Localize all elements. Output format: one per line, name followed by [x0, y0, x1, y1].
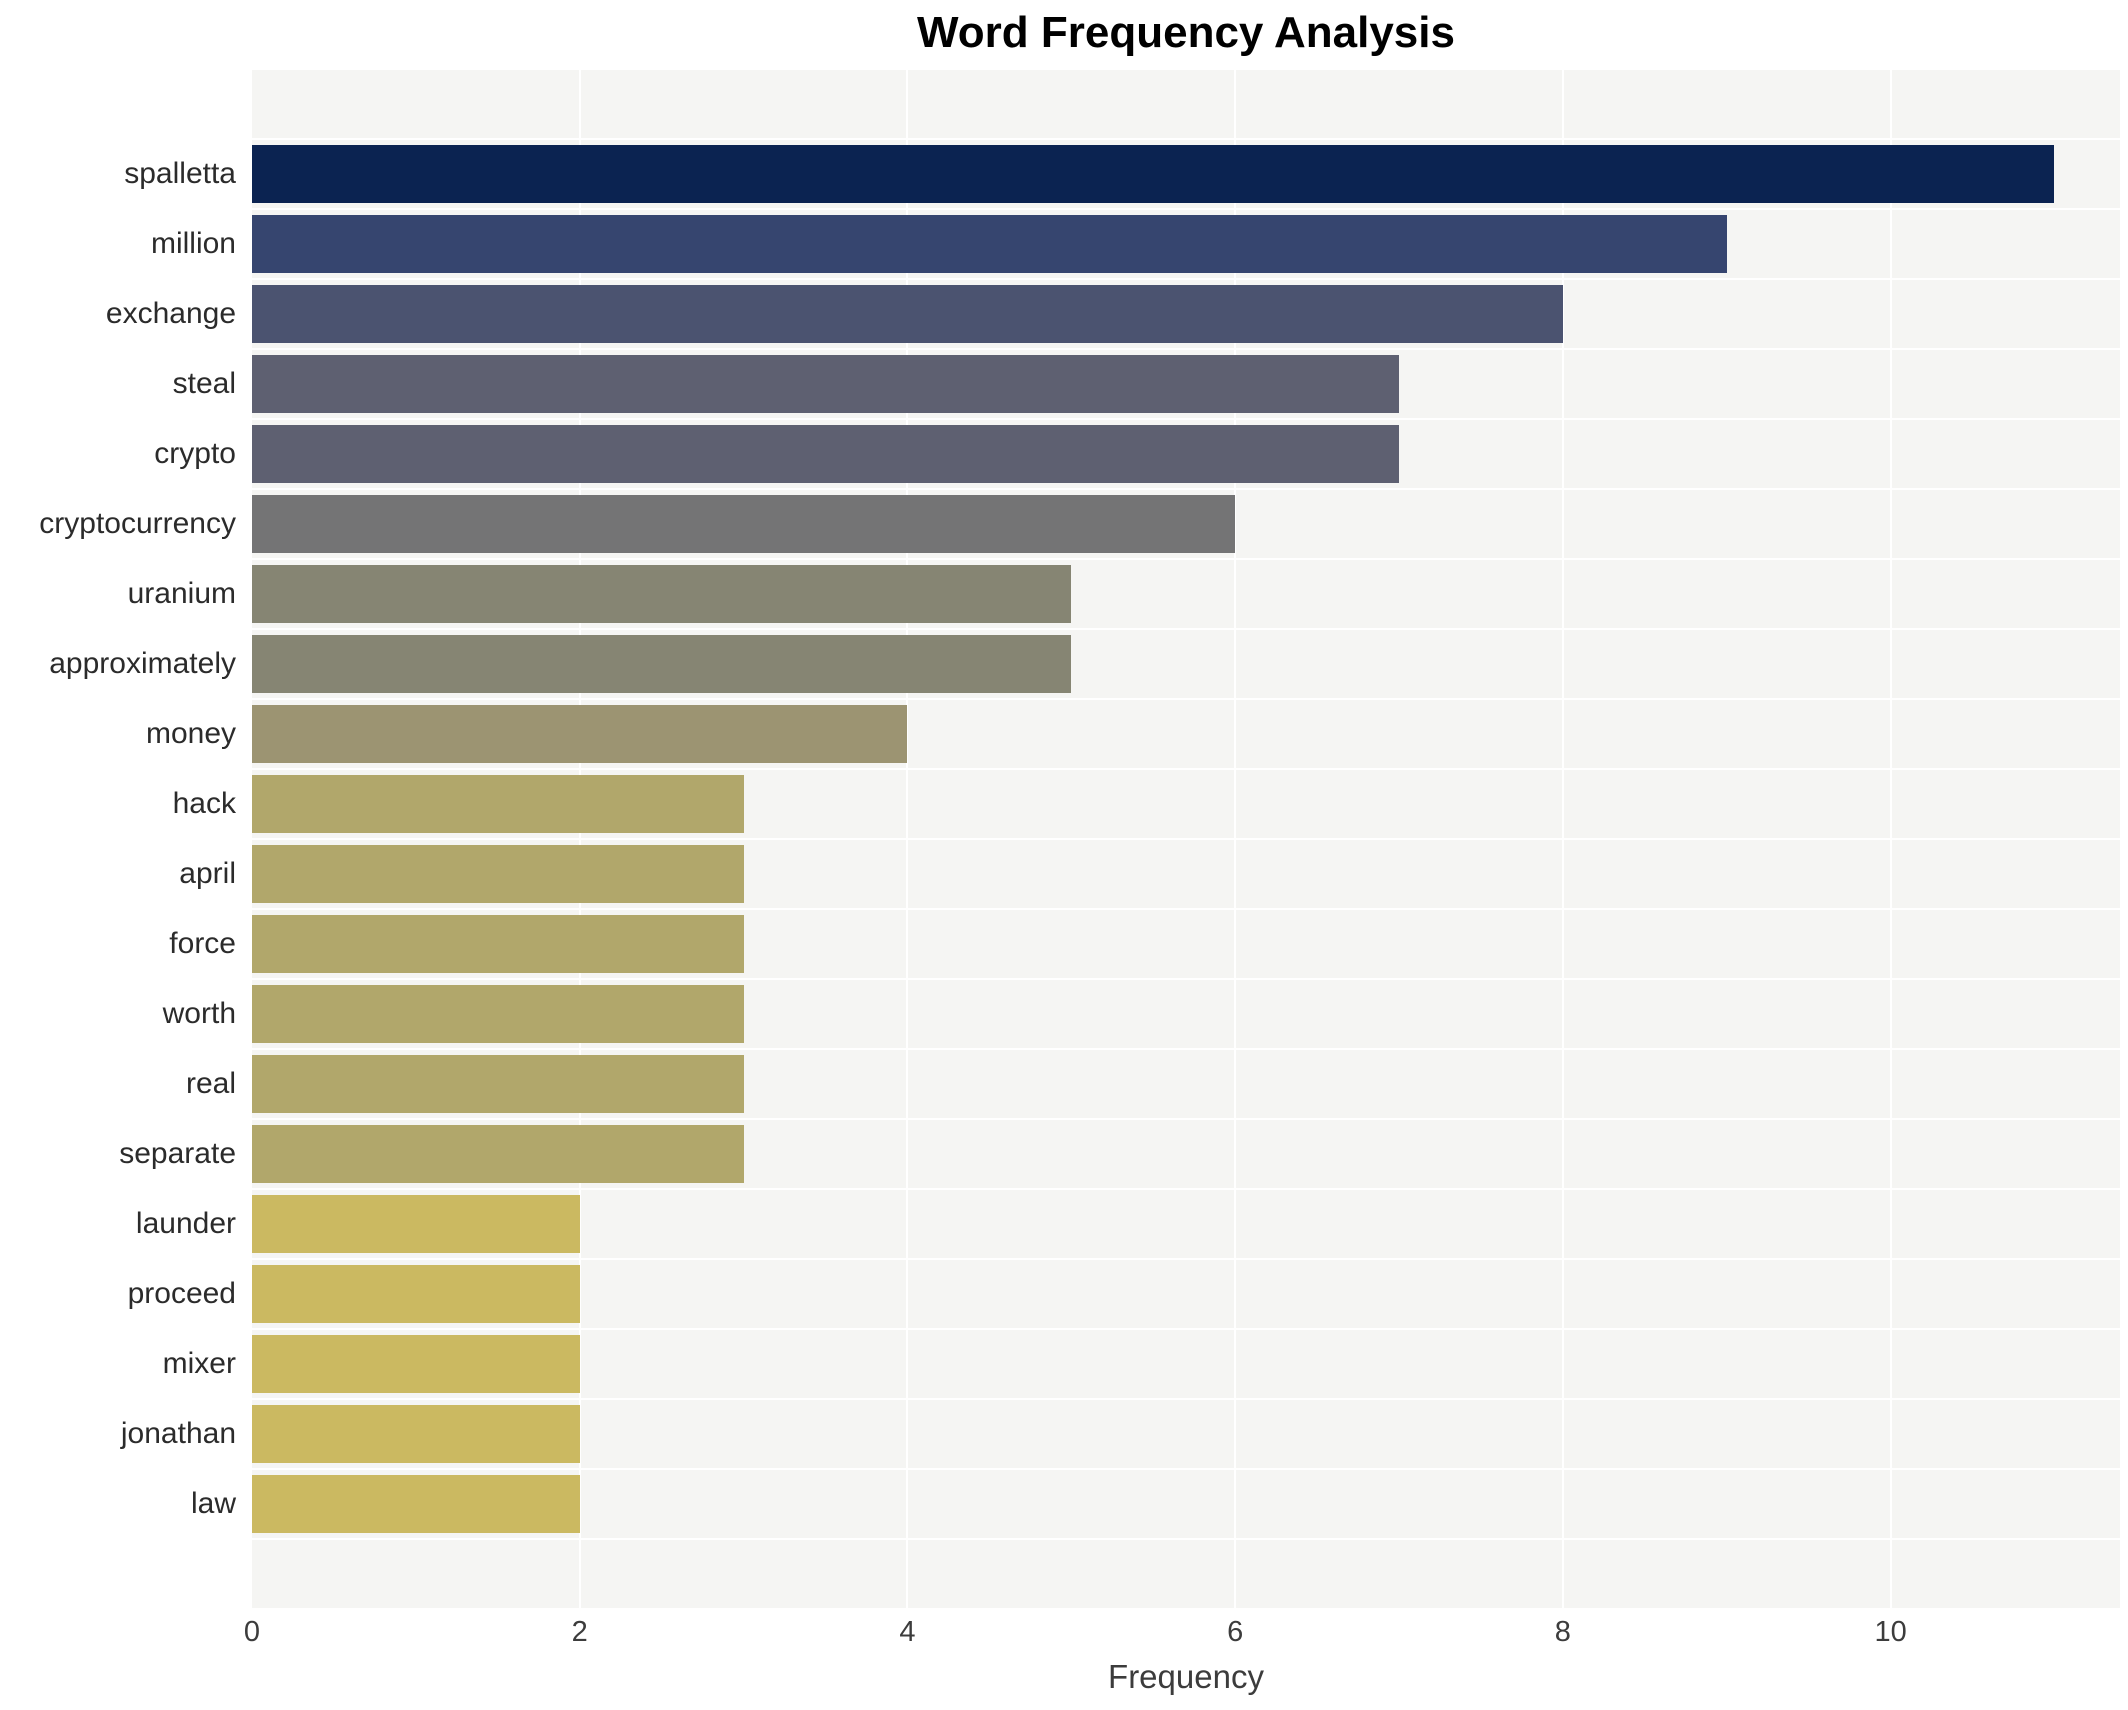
- x-axis-title: Frequency: [1108, 1658, 1264, 1695]
- y-gridline: [252, 1258, 2120, 1260]
- category-label: separate: [119, 1137, 236, 1170]
- y-gridline: [252, 418, 2120, 420]
- y-gridline: [252, 138, 2120, 140]
- category-label: real: [185, 1067, 236, 1100]
- category-label: mixer: [162, 1347, 236, 1380]
- bar-exchange: [252, 285, 1563, 343]
- category-label: spalletta: [124, 157, 236, 190]
- y-gridline: [252, 208, 2120, 210]
- x-tick-label: 8: [1554, 1616, 1571, 1648]
- category-label: proceed: [127, 1277, 236, 1310]
- bar-million: [252, 215, 1727, 273]
- y-gridline: [252, 1468, 2120, 1470]
- y-gridline: [252, 628, 2120, 630]
- bar-worth: [252, 985, 744, 1043]
- bar-jonathan: [252, 1405, 580, 1463]
- bar-uranium: [252, 565, 1072, 623]
- category-label: cryptocurrency: [39, 507, 236, 540]
- y-gridline: [252, 1188, 2120, 1190]
- y-gridline: [252, 768, 2120, 770]
- x-tick-label: 4: [899, 1616, 916, 1648]
- y-gridline: [252, 908, 2120, 910]
- y-gridline: [252, 1328, 2120, 1330]
- y-gridline: [252, 488, 2120, 490]
- y-gridline: [252, 348, 2120, 350]
- category-label: april: [179, 857, 236, 890]
- category-label: worth: [162, 997, 236, 1030]
- category-label: hack: [172, 787, 236, 820]
- bar-approximately: [252, 635, 1072, 693]
- category-label: launder: [135, 1207, 236, 1240]
- bar-proceed: [252, 1265, 580, 1323]
- category-label: force: [169, 927, 236, 960]
- category-label: steal: [172, 367, 236, 400]
- bar-launder: [252, 1195, 580, 1253]
- y-gridline: [252, 1118, 2120, 1120]
- category-label: approximately: [49, 647, 236, 680]
- x-tick-label: 2: [571, 1616, 588, 1648]
- bar-crypto: [252, 425, 1400, 483]
- y-gridline: [252, 1538, 2120, 1540]
- bar-spalletta: [252, 145, 2055, 203]
- bar-real: [252, 1055, 744, 1113]
- category-label: jonathan: [120, 1417, 236, 1450]
- bar-mixer: [252, 1335, 580, 1393]
- category-label: law: [190, 1487, 236, 1520]
- y-gridline: [252, 1048, 2120, 1050]
- category-label: crypto: [154, 437, 236, 470]
- bar-force: [252, 915, 744, 973]
- y-gridline: [252, 558, 2120, 560]
- bar-hack: [252, 775, 744, 833]
- y-gridline: [252, 1398, 2120, 1400]
- y-gridline: [252, 698, 2120, 700]
- plot-area: [252, 70, 2120, 1608]
- category-label: money: [145, 717, 236, 750]
- x-tick-label: 10: [1874, 1616, 1907, 1648]
- category-label: million: [150, 227, 236, 260]
- y-gridline: [252, 838, 2120, 840]
- bar-separate: [252, 1125, 744, 1183]
- bar-cryptocurrency: [252, 495, 1236, 553]
- bar-law: [252, 1475, 580, 1533]
- x-tick-label: 0: [243, 1616, 261, 1648]
- y-gridline: [252, 978, 2120, 980]
- bar-april: [252, 845, 744, 903]
- bar-money: [252, 705, 908, 763]
- category-label: exchange: [105, 297, 236, 330]
- bar-steal: [252, 355, 1400, 413]
- y-gridline: [252, 278, 2120, 280]
- chart-title: Word Frequency Analysis: [917, 8, 1455, 57]
- x-tick-label: 6: [1227, 1616, 1244, 1648]
- category-label: uranium: [127, 577, 236, 610]
